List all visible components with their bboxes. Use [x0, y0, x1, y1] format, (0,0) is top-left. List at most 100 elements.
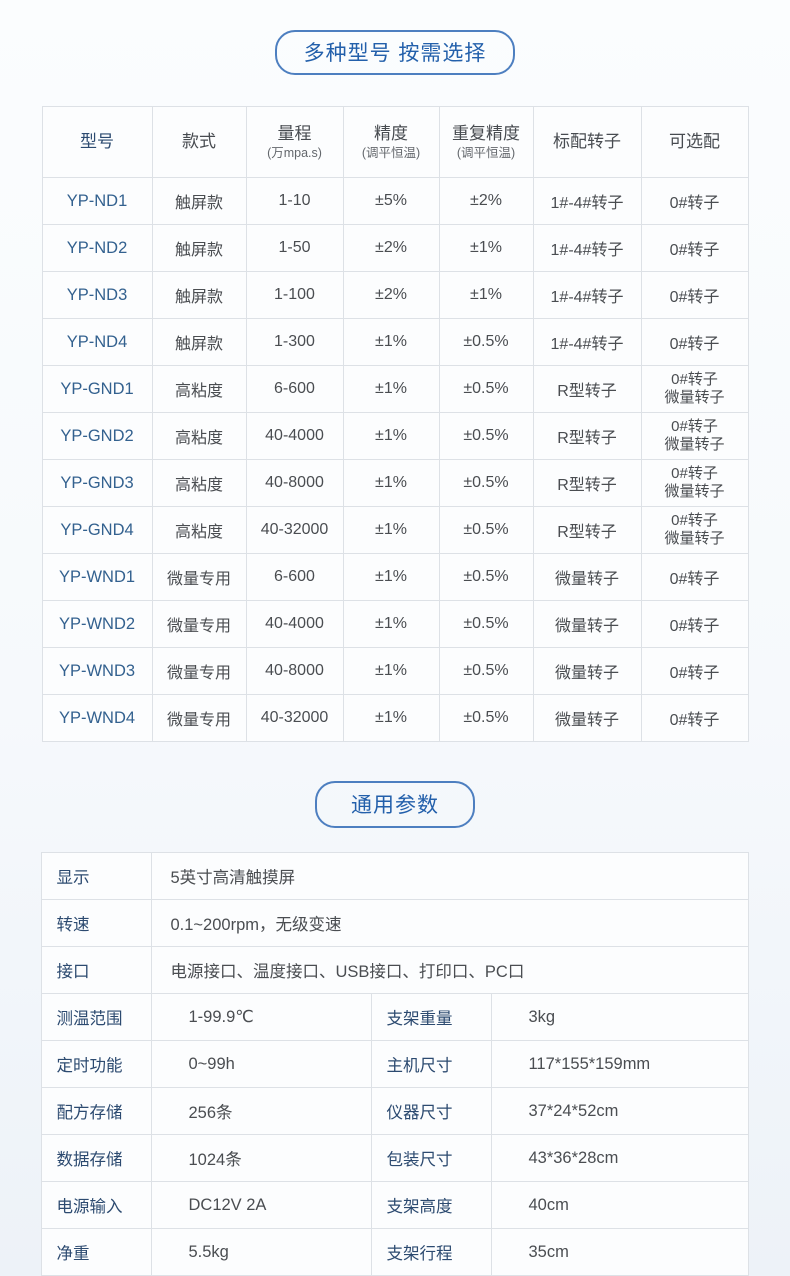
model-spec-cell: ±1% [342, 506, 440, 554]
param-label: 支架行程 [371, 1228, 493, 1276]
model-spec-cell: 40-8000 [245, 647, 344, 695]
models-col-header: 可选配 [640, 106, 749, 178]
model-name-cell: YP-ND1 [41, 177, 153, 225]
model-name-cell: YP-GND3 [41, 459, 153, 507]
model-spec-cell: 高粘度 [151, 412, 247, 460]
model-row: YP-ND2 触屏款 1-50 ±2% ±1% 1#-4#转子 0#转子 [41, 224, 749, 272]
model-spec-cell: ±0.5% [438, 553, 534, 601]
model-spec-cell: ±0.5% [438, 365, 534, 413]
model-spec-cell: 40-8000 [245, 459, 344, 507]
model-spec-cell: 微量专用 [151, 553, 247, 601]
param-value: 256条 [151, 1087, 373, 1135]
model-row: YP-GND2 高粘度 40-4000 ±1% ±0.5% R型转子 0#转子 微量转子 [41, 412, 749, 460]
general-section-title-text: 通用参数 [351, 794, 439, 817]
param-label: 转速 [41, 899, 153, 947]
model-spec-cell: R型转子 [532, 412, 642, 460]
model-spec-cell: ±1% [342, 553, 440, 601]
param-label: 定时功能 [41, 1040, 153, 1088]
model-spec-cell: ±1% [342, 694, 440, 742]
models-col-header: 型号 [41, 106, 153, 178]
param-value: 1-99.9℃ [151, 993, 373, 1041]
model-spec-cell: 1#-4#转子 [532, 318, 642, 366]
model-spec-cell: 触屏款 [151, 177, 247, 225]
model-spec-cell: 6-600 [245, 365, 344, 413]
param-value: 35cm [491, 1228, 749, 1276]
models-header-row: 型号 款式 量程 (万mpa.s) 精度 (调平恒温) 重复精度 (调平恒温) 标配转子 可选配 [41, 106, 749, 178]
models-col-header: 重复精度 (调平恒温) [438, 106, 534, 178]
param-label: 数据存储 [41, 1134, 153, 1182]
model-spec-cell: 40-4000 [245, 600, 344, 648]
model-spec-cell: ±1% [342, 459, 440, 507]
model-spec-cell: ±0.5% [438, 694, 534, 742]
model-spec-cell: 高粘度 [151, 506, 247, 554]
model-spec-cell: 1-50 [245, 224, 344, 272]
model-spec-cell: ±1% [342, 412, 440, 460]
model-spec-cell: ±0.5% [438, 647, 534, 695]
model-spec-cell: 1#-4#转子 [532, 271, 642, 319]
models-col-header: 款式 [151, 106, 247, 178]
model-name-cell: YP-WND1 [41, 553, 153, 601]
param-label: 测温范围 [41, 993, 153, 1041]
model-spec-cell: 0#转子 [640, 694, 749, 742]
param-value: 3kg [491, 993, 749, 1041]
model-spec-cell: 高粘度 [151, 459, 247, 507]
model-spec-cell: 微量专用 [151, 694, 247, 742]
model-spec-cell: 高粘度 [151, 365, 247, 413]
model-spec-cell: 0#转子 [640, 600, 749, 648]
param-value: 1024条 [151, 1134, 373, 1182]
general-params-table: 显示 5英寸高清触摸屏 转速 0.1~200rpm，无级变速 接口 电源接口、温度接口、U… [41, 852, 749, 1276]
param-value: 5英寸高清触摸屏 [151, 852, 749, 900]
model-spec-cell: ±0.5% [438, 318, 534, 366]
param-value: 37*24*52cm [491, 1087, 749, 1135]
model-spec-cell: 0#转子 微量转子 [640, 365, 749, 413]
model-row: YP-ND1 触屏款 1-10 ±5% ±2% 1#-4#转子 0#转子 [41, 177, 749, 225]
models-col-header: 量程 (万mpa.s) [245, 106, 344, 178]
param-value: 117*155*159mm [491, 1040, 749, 1088]
param-label: 净重 [41, 1228, 153, 1276]
param-label: 显示 [41, 852, 153, 900]
model-spec-cell: 1-10 [245, 177, 344, 225]
model-spec-cell: ±1% [342, 647, 440, 695]
model-spec-cell: 1#-4#转子 [532, 224, 642, 272]
models-col-header: 标配转子 [532, 106, 642, 178]
model-row: YP-WND4 微量专用 40-32000 ±1% ±0.5% 微量转子 0#转子 [41, 694, 749, 742]
model-row: YP-ND4 触屏款 1-300 ±1% ±0.5% 1#-4#转子 0#转子 [41, 318, 749, 366]
general-param-row: 转速 0.1~200rpm，无级变速 [41, 899, 749, 947]
model-spec-cell: 40-32000 [245, 506, 344, 554]
general-param-row: 定时功能 0~99h 主机尺寸 117*155*159mm [41, 1040, 749, 1088]
model-spec-cell: ±0.5% [438, 459, 534, 507]
param-label: 包装尺寸 [371, 1134, 493, 1182]
model-row: YP-WND1 微量专用 6-600 ±1% ±0.5% 微量转子 0#转子 [41, 553, 749, 601]
model-spec-cell: 0#转子 [640, 271, 749, 319]
model-spec-cell: ±2% [342, 224, 440, 272]
model-spec-cell: ±1% [438, 224, 534, 272]
general-param-row: 电源输入 DC12V 2A 支架高度 40cm [41, 1181, 749, 1229]
general-param-row: 接口 电源接口、温度接口、USB接口、打印口、PC口 [41, 946, 749, 994]
model-name-cell: YP-ND2 [41, 224, 153, 272]
param-label: 电源输入 [41, 1181, 153, 1229]
model-spec-cell: 1#-4#转子 [532, 177, 642, 225]
general-param-row: 数据存储 1024条 包装尺寸 43*36*28cm [41, 1134, 749, 1182]
model-spec-cell: 40-4000 [245, 412, 344, 460]
model-name-cell: YP-ND3 [41, 271, 153, 319]
model-spec-cell: 0#转子 [640, 224, 749, 272]
param-value: 5.5kg [151, 1228, 373, 1276]
model-spec-cell: R型转子 [532, 365, 642, 413]
model-row: YP-WND2 微量专用 40-4000 ±1% ±0.5% 微量转子 0#转子 [41, 600, 749, 648]
model-spec-cell: 微量专用 [151, 647, 247, 695]
model-spec-cell: 微量转子 [532, 600, 642, 648]
model-spec-cell: ±1% [342, 318, 440, 366]
model-spec-cell: ±1% [342, 600, 440, 648]
models-section-title-text: 多种型号 按需选择 [303, 42, 487, 65]
param-label: 主机尺寸 [371, 1040, 493, 1088]
param-value: 0.1~200rpm，无级变速 [151, 899, 749, 947]
model-name-cell: YP-GND4 [41, 506, 153, 554]
model-spec-cell: 0#转子 微量转子 [640, 412, 749, 460]
models-section-title: 多种型号 按需选择 [274, 30, 516, 75]
model-spec-cell: 1-100 [245, 271, 344, 319]
model-spec-cell: 触屏款 [151, 318, 247, 366]
model-name-cell: YP-GND1 [41, 365, 153, 413]
model-spec-cell: 0#转子 [640, 553, 749, 601]
param-label: 支架重量 [371, 993, 493, 1041]
